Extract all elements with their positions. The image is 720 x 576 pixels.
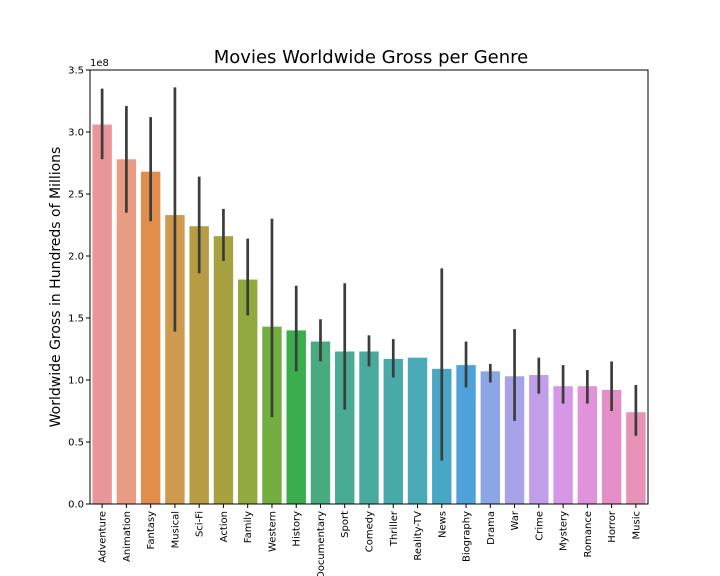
bar xyxy=(383,358,403,504)
x-tick-label: Thriller xyxy=(389,510,400,547)
x-tick-label: Reality-TV xyxy=(413,511,424,561)
x-tick-label: Biography xyxy=(462,511,473,562)
x-tick-label: Fantasy xyxy=(146,511,157,550)
bar xyxy=(456,365,476,504)
bar xyxy=(407,357,428,504)
y-axis: 0.0 0.5 1.0 1.5 2.0 2.5 3.0 3.5 xyxy=(68,66,90,511)
plot-frame xyxy=(89,69,649,505)
chart-title: Movies Worldwide Gross per Genre xyxy=(214,47,528,68)
y-tick-label: 0.5 xyxy=(68,438,84,449)
bar xyxy=(577,386,598,504)
bar xyxy=(310,341,331,504)
x-tick-label: Horror xyxy=(607,510,618,543)
y-tick-label: 3.5 xyxy=(68,66,84,77)
y-tick-label: 2.5 xyxy=(68,190,84,201)
y-tick-label: 2.0 xyxy=(68,252,84,263)
bar xyxy=(480,371,501,504)
x-tick-label: Drama xyxy=(486,511,497,545)
y-offset-text: 1e8 xyxy=(90,58,109,69)
bar xyxy=(189,226,209,505)
bar xyxy=(237,279,258,504)
x-axis: Adventure Animation Fantasy Musical Sci-Fi Ac… xyxy=(98,504,642,576)
x-tick-label: Animation xyxy=(122,511,133,562)
y-tick-label: 3.0 xyxy=(68,128,84,139)
bar xyxy=(335,351,355,504)
x-tick-label: Adventure xyxy=(98,511,109,563)
bar xyxy=(92,124,112,504)
x-tick-label: History xyxy=(292,511,303,547)
bar xyxy=(529,375,549,504)
bar xyxy=(116,159,137,504)
y-axis-label: Worldwide Gross in Hundreds of Millions xyxy=(48,147,64,428)
x-tick-label: Romance xyxy=(583,511,594,557)
bar xyxy=(601,389,622,504)
bar xyxy=(140,171,161,504)
bar xyxy=(213,236,234,504)
x-tick-label: Crime xyxy=(534,511,545,541)
x-tick-label: War xyxy=(510,510,521,530)
y-tick-label: 1.5 xyxy=(68,314,84,325)
bar xyxy=(504,376,525,504)
y-tick-label: 1.0 xyxy=(68,376,84,387)
bar xyxy=(359,351,379,504)
x-tick-label: Musical xyxy=(170,511,181,548)
x-tick-label: Music xyxy=(631,511,642,539)
x-tick-label: Sport xyxy=(340,511,351,538)
x-tick-label: Documentary xyxy=(316,511,327,576)
error-bars-layer xyxy=(100,87,638,461)
x-tick-label: Western xyxy=(267,511,278,552)
x-tick-label: Action xyxy=(219,511,230,542)
bar xyxy=(286,330,306,504)
bars-layer xyxy=(92,124,646,505)
x-tick-label: Mystery xyxy=(559,511,570,551)
x-tick-label: Sci-Fi xyxy=(195,511,206,537)
bar xyxy=(165,215,185,504)
bar xyxy=(553,386,573,504)
x-tick-label: Family xyxy=(243,511,254,543)
y-tick-label: 0.0 xyxy=(68,500,84,511)
x-tick-label: Comedy xyxy=(365,511,376,552)
bar xyxy=(626,412,646,504)
x-tick-label: News xyxy=(437,511,448,538)
